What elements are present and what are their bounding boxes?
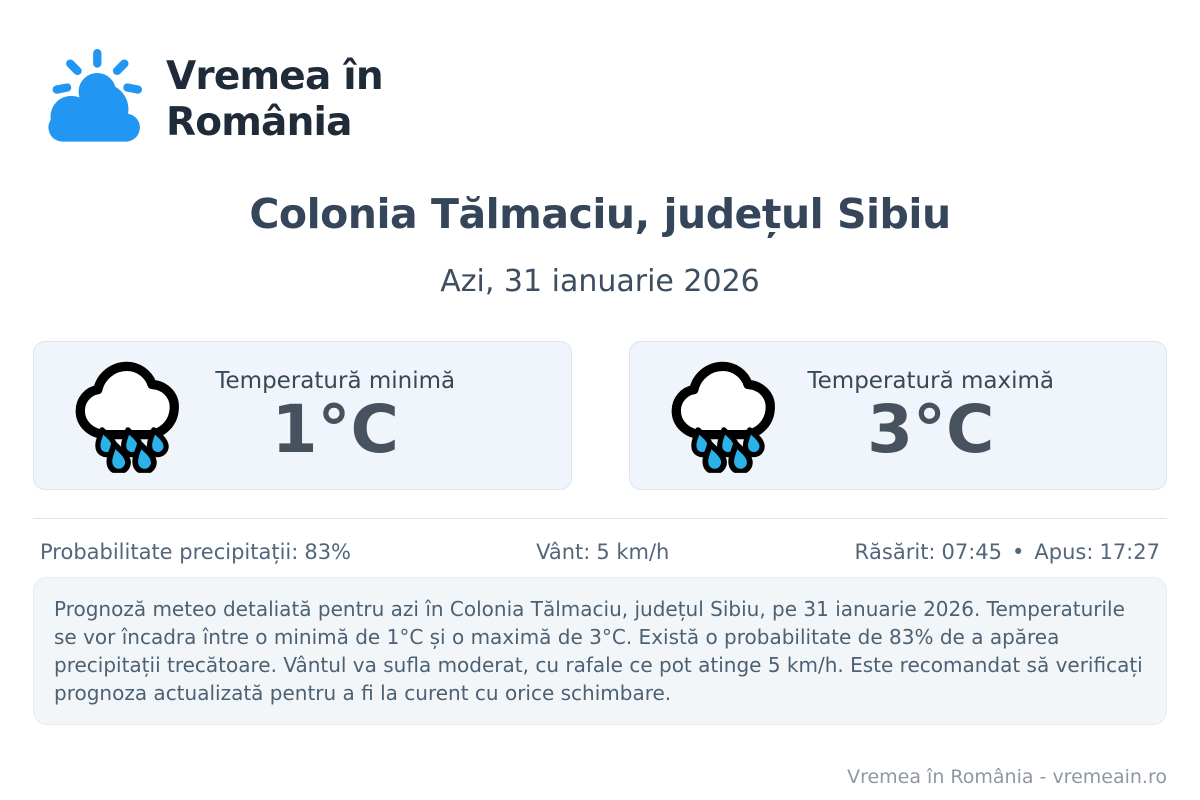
page-title: Colonia Tălmaciu, județul Sibiu [249,190,951,238]
brand-header: Vremea în România [38,48,384,152]
wind-value: 5 km/h [596,540,670,564]
precipitation-label: Probabilitate precipitații: [40,540,299,564]
bullet-separator: • [1012,540,1025,564]
footer-credit: Vremea în România - vremeain.ro [847,766,1167,788]
temperature-cards: Temperatură minimă 1°C Temperatură maxim… [33,341,1167,490]
sun-cloud-logo-icon [48,49,142,142]
brand-name-line1: Vremea în [166,54,384,100]
stats-divider [33,518,1167,519]
forecast-summary-box: Prognoză meteo detaliată pentru azi în C… [33,577,1167,725]
wind-stat: Vânt: 5 km/h [536,540,669,564]
min-temperature-label: Temperatură minimă [215,367,456,394]
sunset-label: Apus: [1034,540,1094,564]
rain-cloud-icon [668,359,792,473]
precipitation-value: 83% [304,540,352,564]
wind-label: Vânt: [536,540,591,564]
max-temperature-card: Temperatură maximă 3°C [628,341,1167,490]
min-temperature-value: 1°C [271,390,399,468]
max-temperature-label: Temperatură maximă [807,367,1054,394]
sunrise-label: Răsărit: [854,540,936,564]
max-temperature-value: 3°C [867,390,995,468]
rain-cloud-icon [72,359,196,473]
sunset-value: 17:27 [1099,540,1160,564]
sunrise-value: 07:45 [941,540,1003,564]
min-temperature-card: Temperatură minimă 1°C [33,341,572,490]
sun-times-stat: Răsărit: 07:45 • Apus: 17:27 [854,540,1160,564]
brand-name-line2: România [166,100,352,145]
forecast-summary-text: Prognoză meteo detaliată pentru azi în C… [54,597,1143,705]
stats-row: Probabilitate precipitații: 83% Vânt: 5 km… [40,540,1160,564]
max-temperature-text: Temperatură maximă 3°C [792,368,1071,463]
precipitation-stat: Probabilitate precipitații: 83% [40,540,351,564]
min-temperature-text: Temperatură minimă 1°C [196,368,475,463]
date-subtitle: Azi, 31 ianuarie 2026 [440,264,760,299]
brand-name: Vremea în România [166,54,384,145]
